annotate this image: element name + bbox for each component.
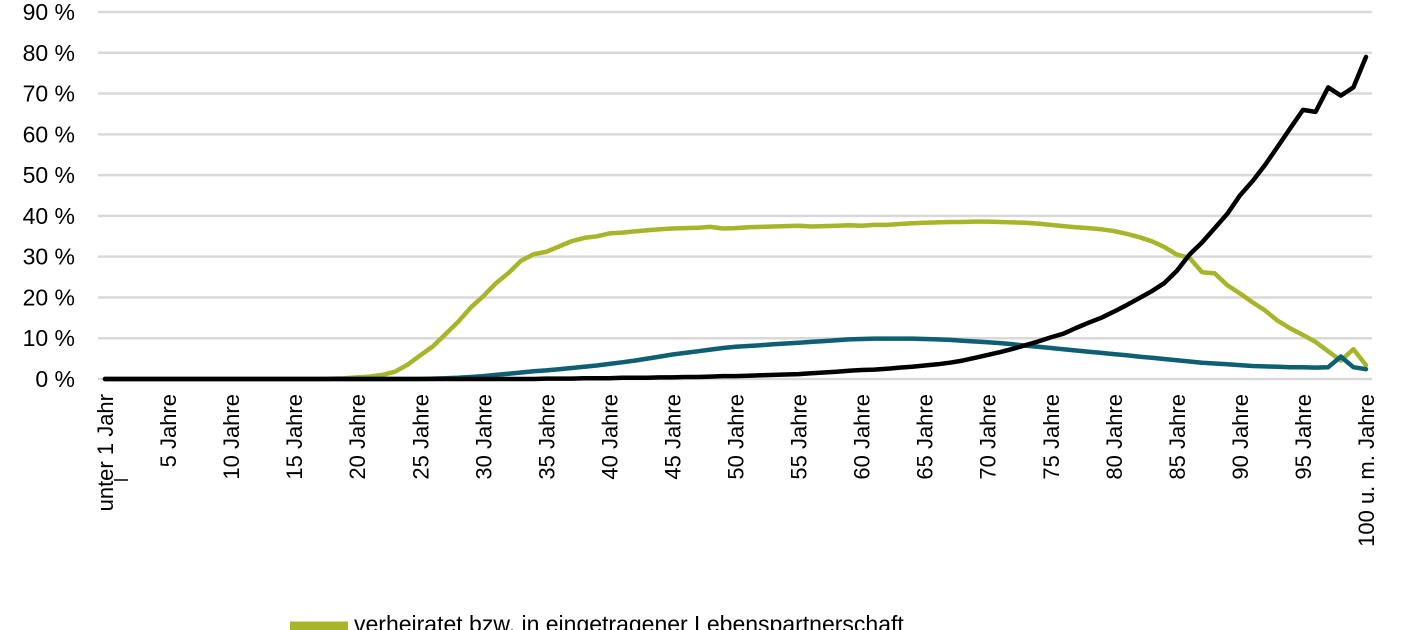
x-tick-label: 95 Jahre (1291, 394, 1316, 480)
x-tick-label: 70 Jahre (976, 394, 1001, 480)
x-axis: unter 1 Jahr 5 Jahre 10 Jahre 15 Jahre 20 Ja… (93, 394, 1379, 547)
x-tick-label: 45 Jahre (660, 394, 685, 480)
y-tick-label: 90 % (23, 0, 75, 25)
y-axis: 0 % 10 % 20 % 30 % 40 % 50 % 60 % 70 % 80 % 90 % (23, 0, 75, 392)
series-line-geschieden (102, 336, 1369, 382)
x-tick-label: 65 Jahre (913, 394, 938, 480)
x-tick-label: 5 Jahre (156, 394, 181, 467)
x-tick-label: 10 Jahre (219, 394, 244, 480)
x-tick-label: 30 Jahre (471, 394, 496, 480)
y-tick-label: 70 % (23, 81, 75, 107)
x-tick-label: 25 Jahre (408, 394, 433, 480)
x-tick-label: 20 Jahre (345, 394, 370, 480)
series-line-verwitwet (102, 54, 1369, 382)
legend: verheiratet bzw. in eingetragener Lebens… (290, 611, 904, 630)
y-tick-label: 80 % (23, 40, 75, 66)
x-tick-label: unter 1 Jahr (93, 394, 118, 511)
x-tick-label: 60 Jahre (850, 394, 875, 480)
y-tick-label: 0 % (35, 366, 75, 392)
x-tick-label: 15 Jahre (282, 394, 307, 480)
x-tick-label: 100 u. m. Jahre (1354, 394, 1379, 547)
legend-label-verheiratet: verheiratet bzw. in eingetragener Lebens… (354, 611, 904, 630)
y-tick-label: 10 % (23, 325, 75, 351)
x-tick-label: 80 Jahre (1102, 394, 1127, 480)
x-tick-label: 55 Jahre (787, 394, 812, 480)
y-tick-label: 50 % (23, 162, 75, 188)
x-tick-label: 75 Jahre (1039, 394, 1064, 480)
x-tick-label: 50 Jahre (724, 394, 749, 480)
y-tick-label: 40 % (23, 203, 75, 229)
x-tick-label: 85 Jahre (1165, 394, 1190, 480)
y-tick-label: 20 % (23, 284, 75, 310)
series-lines (102, 54, 1369, 382)
x-tick-label: 40 Jahre (597, 394, 622, 480)
x-tick-label: 35 Jahre (534, 394, 559, 480)
y-tick-label: 60 % (23, 121, 75, 147)
y-tick-label: 30 % (23, 244, 75, 270)
series-line-verheiratet (102, 219, 1369, 382)
x-tick-label: 90 Jahre (1228, 394, 1253, 480)
gridlines (98, 10, 1372, 381)
